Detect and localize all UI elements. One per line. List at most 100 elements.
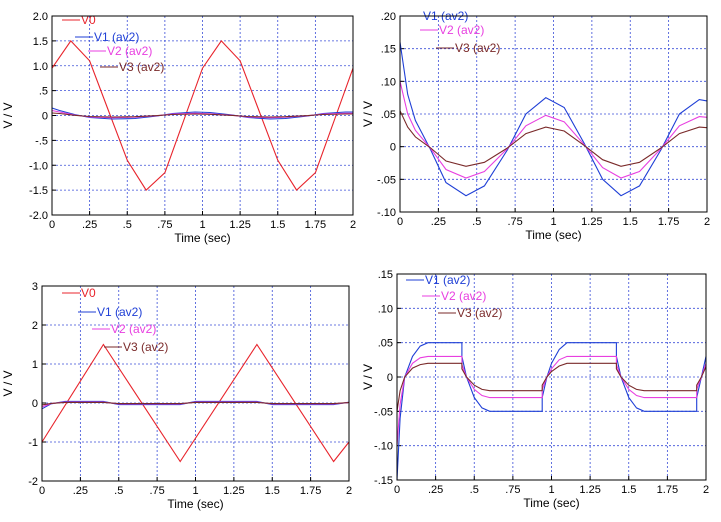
y-tick-label: .10: [378, 303, 393, 315]
series-line-4: [41, 401, 350, 406]
x-tick-label: .5: [114, 485, 123, 497]
y-tick-label: .10: [381, 76, 396, 88]
x-tick-label: 2: [350, 219, 356, 231]
series-line-1: [51, 40, 354, 191]
legend-label: V1 (av2): [94, 30, 139, 44]
x-tick-label: .25: [431, 216, 446, 228]
x-tick-label: 1.5: [270, 219, 285, 231]
legend-label: V3 (av2): [119, 60, 164, 74]
legend-label: V0: [81, 13, 96, 27]
x-axis-label: Time (sec): [167, 497, 223, 511]
chart-panel-bottom-right: 0 .25 .5 .75 1 1.25 1.5 1.75 2 .15 .10 .05 0 -.05 -.10…: [361, 269, 709, 510]
x-tick-label: .25: [82, 219, 97, 231]
y-tick-label: -.15: [374, 475, 393, 487]
x-axis-label: Time (sec): [174, 231, 230, 245]
chart-panel-top-left: 0 .25 .5 .75 1 1.25 1.5 1.75 2 2.0 1.5 1.0 .5 0 -.5 -1.…: [1, 11, 356, 245]
plot-frame: [41, 285, 350, 482]
series-line-3: [399, 110, 708, 167]
x-tick-label: 1.75: [305, 219, 326, 231]
x-tick-label: 1.75: [300, 485, 321, 497]
x-tick-label: 1.25: [581, 216, 602, 228]
x-axis-label: Time (sec): [523, 496, 579, 510]
x-tick-label: 1.5: [621, 484, 636, 496]
legend-label: V0: [81, 286, 96, 300]
y-tick-label: 2.0: [33, 11, 48, 23]
x-tick-label: 1.5: [623, 216, 638, 228]
series-line-1: [41, 343, 350, 463]
y-tick-label: 0: [387, 372, 393, 384]
x-axis-label: Time (sec): [525, 228, 581, 242]
y-tick-label: -.10: [374, 441, 393, 453]
x-tick-label: .75: [507, 216, 522, 228]
y-tick-label: -1: [28, 437, 38, 449]
y-tick-label: .20: [381, 11, 396, 23]
y-tick-label: 1.0: [33, 61, 48, 73]
legend-label: V2 (av2): [111, 322, 156, 336]
x-tick-label: 1.75: [657, 484, 678, 496]
x-tick-label: .5: [472, 216, 481, 228]
y-tick-label: 0: [390, 142, 396, 154]
series-line-3: [396, 362, 707, 412]
plot-frame: [396, 273, 707, 481]
plot-frame: [51, 15, 354, 216]
legend-label: V1 (av2): [97, 305, 142, 319]
y-tick-label: -.05: [374, 406, 393, 418]
y-tick-label: -2: [28, 476, 38, 488]
x-tick-label: .5: [123, 219, 132, 231]
x-tick-label: 1.5: [265, 485, 280, 497]
x-tick-label: 0: [49, 219, 55, 231]
y-tick-label: .05: [381, 109, 396, 121]
y-axis-label: V / V: [1, 370, 15, 396]
y-tick-label: .5: [39, 86, 48, 98]
chart-panel-top-right: 0 .25 .5 .75 1 1.25 1.5 1.75 2 .20 .15 .10 .05 0 -.05 -…: [361, 9, 710, 242]
x-tick-label: 1.25: [223, 485, 244, 497]
x-tick-label: 0: [394, 484, 400, 496]
legend-label: V3 (av2): [123, 340, 168, 354]
x-tick-label: 1.25: [579, 484, 600, 496]
x-tick-label: .75: [505, 484, 520, 496]
x-tick-label: 0: [39, 485, 45, 497]
y-tick-label: .15: [381, 44, 396, 56]
y-tick-label: -1.0: [29, 160, 48, 172]
series-line-4: [51, 112, 353, 118]
x-tick-label: 1: [192, 485, 198, 497]
y-tick-label: 1: [32, 359, 38, 371]
x-tick-label: .75: [157, 219, 172, 231]
y-tick-label: -2.0: [29, 210, 48, 222]
y-tick-label: 0: [42, 111, 48, 123]
x-tick-label: 1: [550, 216, 556, 228]
legend-label: V2 (av2): [439, 23, 484, 37]
legend-label: V2 (av2): [441, 289, 486, 303]
x-tick-label: .5: [470, 484, 479, 496]
x-tick-label: 2: [703, 484, 709, 496]
y-tick-label: -.05: [377, 174, 396, 186]
y-tick-label: -1.5: [29, 185, 48, 197]
y-tick-label: 3: [32, 281, 38, 293]
series-line-2: [396, 355, 707, 446]
series-line-1: [396, 342, 707, 481]
x-tick-label: .25: [73, 485, 88, 497]
x-tick-label: 1.25: [229, 219, 250, 231]
plot-frame: [399, 15, 708, 213]
legend-label: V1 (av2): [425, 273, 470, 287]
y-tick-label: 2: [32, 320, 38, 332]
series-line-1: [399, 42, 708, 197]
y-tick-label: .15: [378, 269, 393, 281]
y-tick-label: 1.5: [33, 36, 48, 48]
y-axis-label: V / V: [1, 102, 15, 128]
x-tick-label: 1: [199, 219, 205, 231]
legend-label: V2 (av2): [107, 44, 152, 58]
x-tick-label: 2: [704, 216, 710, 228]
x-tick-label: 1.75: [658, 216, 679, 228]
y-tick-label: -.10: [377, 207, 396, 219]
y-tick-label: .05: [378, 338, 393, 350]
legend-label: V3 (av2): [457, 306, 502, 320]
x-tick-label: 2: [346, 485, 352, 497]
y-tick-label: -.5: [35, 135, 48, 147]
legend-label: V3 (av2): [455, 41, 500, 55]
x-tick-label: .75: [149, 485, 164, 497]
x-tick-label: 0: [397, 216, 403, 228]
x-tick-label: 1: [548, 484, 554, 496]
x-tick-label: .25: [428, 484, 443, 496]
